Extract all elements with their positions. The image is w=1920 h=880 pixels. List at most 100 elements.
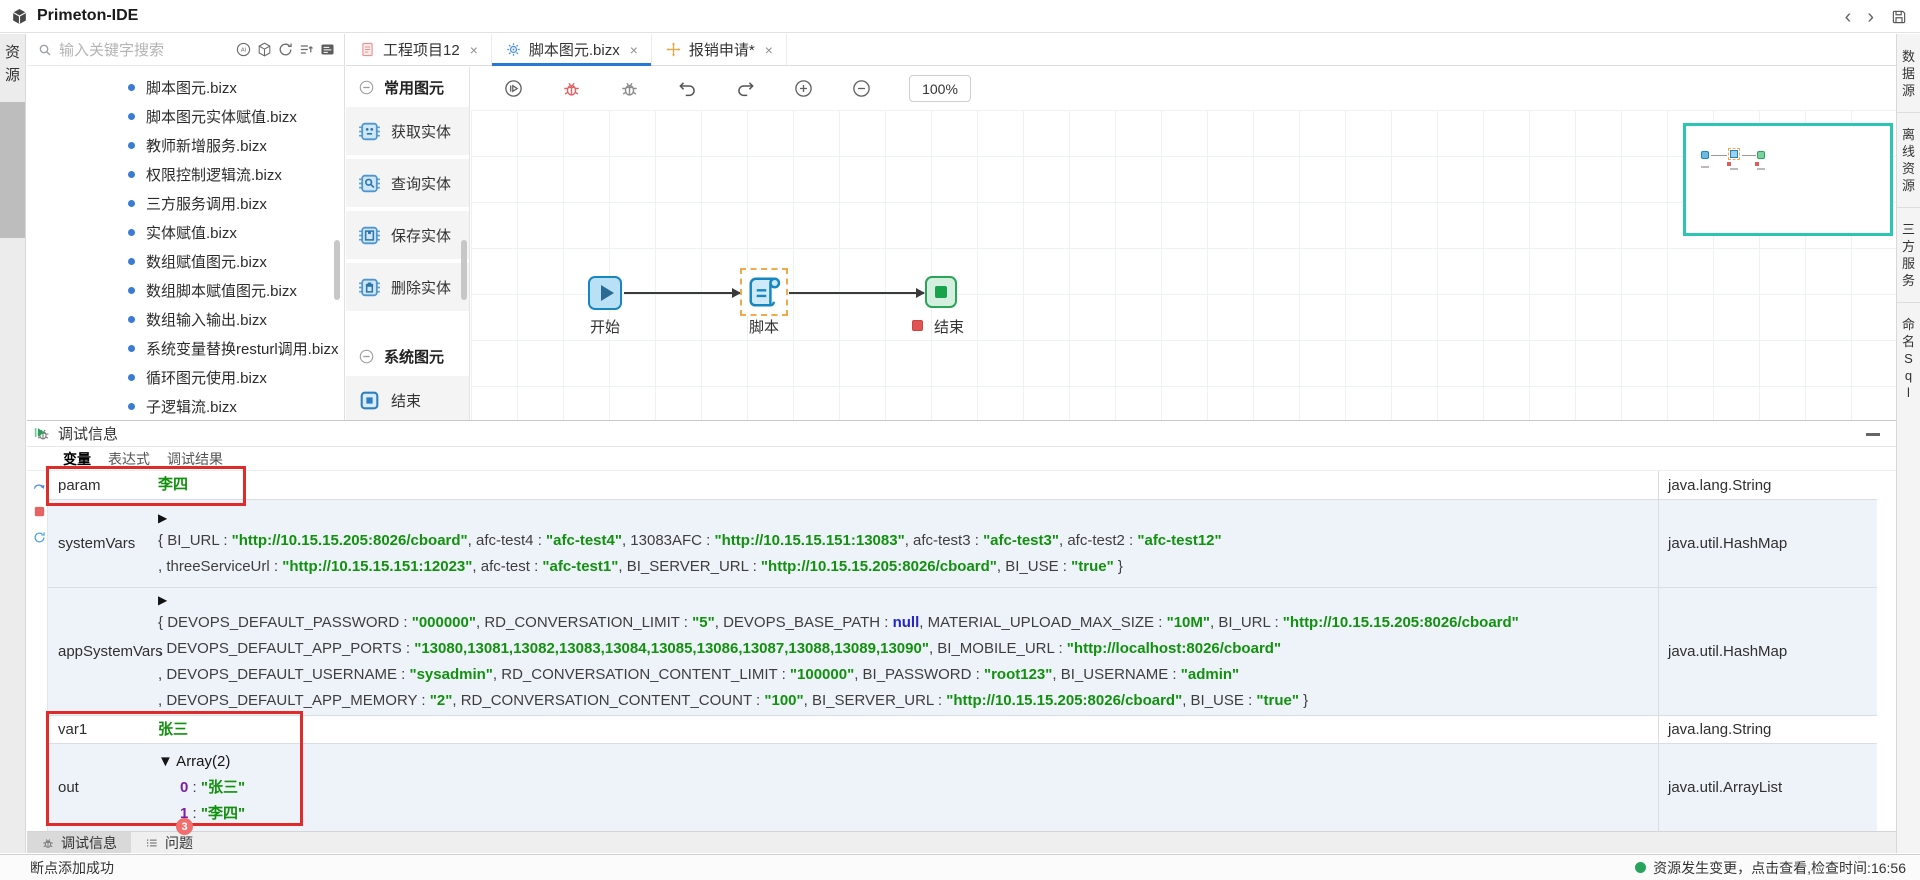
tree-item[interactable]: 脚本图元实体赋值.bizx <box>27 102 344 131</box>
variable-row-var1[interactable]: var1 张三 java.lang.String <box>48 716 1877 744</box>
bottom-tab-问题[interactable]: 问题 <box>131 832 207 853</box>
undo-button[interactable] <box>677 78 698 99</box>
close-tab-icon[interactable]: × <box>469 41 478 58</box>
close-tab-icon[interactable]: × <box>629 41 638 58</box>
flow-node-script[interactable] <box>740 268 788 316</box>
right-rail-item-0[interactable]: 数据源 <box>1901 49 1915 98</box>
variable-name: appSystemVars <box>58 643 163 660</box>
canvas-grid[interactable]: 开始 脚本 结束 <box>471 110 1896 420</box>
resume-button[interactable] <box>32 425 47 440</box>
variable-type: java.lang.String <box>1658 471 1877 499</box>
tree-item[interactable]: 数组脚本赋值图元.bizx <box>27 276 344 305</box>
card-icon[interactable] <box>319 41 336 58</box>
palette-item[interactable]: 保存实体 <box>346 211 469 259</box>
tree-item[interactable]: 脚本图元.bizx <box>27 73 344 102</box>
chipsearch-icon <box>357 171 382 196</box>
debug-toolbar: 变量 表达式 调试结果 <box>27 447 1896 471</box>
flow-canvas: 100% 开始 脚本 结束 <box>471 67 1896 420</box>
rail-tab-resources[interactable]: 资源 <box>4 44 20 84</box>
bottom-tabstrip: 调试信息 问题 <box>27 831 1896 853</box>
zoom-in-button[interactable] <box>793 78 814 99</box>
ai-icon[interactable]: AI <box>235 41 252 58</box>
zoom-level[interactable]: 100% <box>909 75 971 102</box>
nav-back-button[interactable]: ‹ <box>1844 5 1852 28</box>
explorer-scrollbar[interactable] <box>334 240 340 300</box>
stop-square-icon <box>935 286 947 298</box>
tree-item[interactable]: 权限控制逻辑流.bizx <box>27 160 344 189</box>
zoom-out-button[interactable] <box>851 78 872 99</box>
status-dot-icon <box>1635 862 1647 873</box>
tree-item[interactable]: 子逻辑流.bizx <box>27 392 344 421</box>
palette-section-header[interactable]: 常用图元 <box>346 72 469 102</box>
minimap-end-node <box>1757 151 1765 159</box>
doc-icon <box>359 41 376 58</box>
flow-node-start[interactable] <box>588 276 622 310</box>
connector-start-script <box>624 288 741 298</box>
tree-item[interactable]: 数组赋值图元.bizx <box>27 247 344 276</box>
cube-icon[interactable] <box>256 41 273 58</box>
debug-tab-调试结果[interactable]: 调试结果 <box>167 450 223 467</box>
search-input[interactable]: 输入关键字搜索 <box>59 42 165 59</box>
palette-item[interactable]: 结束 <box>346 376 469 424</box>
variable-row-appSystemVars[interactable]: appSystemVars ▶{ DEVOPS_DEFAULT_PASSWORD … <box>48 588 1877 716</box>
resource-explorer: 输入关键字搜索 AI 脚本图元.bizx 脚本图元实体赋值.bizx 教师新增服务.… <box>27 34 345 420</box>
editor-tabstrip: 工程项目12 × 脚本图元.bizx × 报销申请* × <box>346 34 1896 66</box>
nav-forward-button[interactable]: › <box>1867 5 1874 28</box>
resource-change-notice[interactable]: 资源发生变更，点击查看,检查时间:16:56 <box>1635 858 1906 878</box>
palette-item[interactable]: 获取实体 <box>346 107 469 155</box>
tree-item[interactable]: 教师新增服务.bizx <box>27 131 344 160</box>
variable-row-out[interactable]: out ▼ Array(2) 0 : "张三" 1 : "李四" java.util.A… <box>48 744 1877 832</box>
close-tab-icon[interactable]: × <box>764 41 773 58</box>
save-button[interactable] <box>1890 8 1908 26</box>
expander-icon[interactable]: ▶ <box>158 510 168 525</box>
debug-tab-表达式[interactable]: 表达式 <box>108 450 150 467</box>
stop-button[interactable] <box>32 504 47 519</box>
variable-row-param[interactable]: param 李四 java.lang.String <box>48 471 1877 500</box>
restart-button[interactable] <box>32 530 47 545</box>
canvas-toolbar: 100% <box>471 67 1896 110</box>
debug-run-button[interactable] <box>561 78 582 99</box>
redo-button[interactable] <box>735 78 756 99</box>
palette-scrollbar[interactable] <box>461 240 467 300</box>
right-rail-item-1[interactable]: 离线资源 <box>1901 127 1915 193</box>
editor-tab-2[interactable]: 报销申请* × <box>652 34 787 65</box>
tree-item[interactable]: 系统变量替换resturl调用.bizx <box>27 334 344 363</box>
node-label-script: 脚本 <box>748 319 779 336</box>
chipface-icon <box>357 119 382 144</box>
tree-item[interactable]: 实体赋值.bizx <box>27 218 344 247</box>
bottom-tab-调试信息[interactable]: 调试信息 <box>27 832 131 853</box>
breakpoint-icon[interactable] <box>912 320 923 331</box>
run-button[interactable] <box>503 78 524 99</box>
refresh-icon[interactable] <box>277 41 294 58</box>
debug-tab-变量[interactable]: 变量 <box>63 450 91 467</box>
tree-item[interactable]: 三方服务调用.bizx <box>27 189 344 218</box>
palette-item[interactable]: 删除实体 <box>346 263 469 311</box>
app-title: Primeton-IDE <box>37 7 139 24</box>
variable-row-systemVars[interactable]: systemVars ▶{ BI_URL : "http://10.15.15.2… <box>48 500 1877 588</box>
palette-item[interactable]: 查询实体 <box>346 159 469 207</box>
palette-section-header[interactable]: 系统图元 <box>346 341 469 371</box>
tree-item[interactable]: 循环图元使用.bizx <box>27 363 344 392</box>
editor-tab-1[interactable]: 脚本图元.bizx × <box>491 34 652 66</box>
left-rail: 资源 <box>0 34 26 853</box>
right-rail-item-2[interactable]: 三方服务 <box>1901 222 1915 288</box>
step-over-button[interactable] <box>32 479 47 494</box>
step-debug-button[interactable] <box>619 78 640 99</box>
editor-tab-0[interactable]: 工程项目12 × <box>346 34 492 65</box>
tab-label: 工程项目12 <box>383 42 460 59</box>
flow-node-end[interactable] <box>925 276 957 308</box>
move-icon <box>665 41 682 58</box>
canvas-minimap[interactable] <box>1683 123 1893 236</box>
tree-item[interactable]: 数组输入输出.bizx <box>27 305 344 334</box>
sort-icon[interactable] <box>298 41 315 58</box>
variable-type: java.util.HashMap <box>1658 588 1877 715</box>
debug-panel: 调试信息 变量 表达式 调试结果 param 李四 java.lang.String sy… <box>27 420 1896 832</box>
minimap-breakpoint <box>1727 162 1731 166</box>
chipsave-icon <box>357 223 382 248</box>
minimize-panel-button[interactable] <box>1866 433 1880 436</box>
expander-icon[interactable]: ▶ <box>158 592 168 607</box>
variables-table: param 李四 java.lang.String systemVars ▶{ BI_U… <box>47 471 1877 832</box>
variable-type: java.util.HashMap <box>1658 500 1877 587</box>
